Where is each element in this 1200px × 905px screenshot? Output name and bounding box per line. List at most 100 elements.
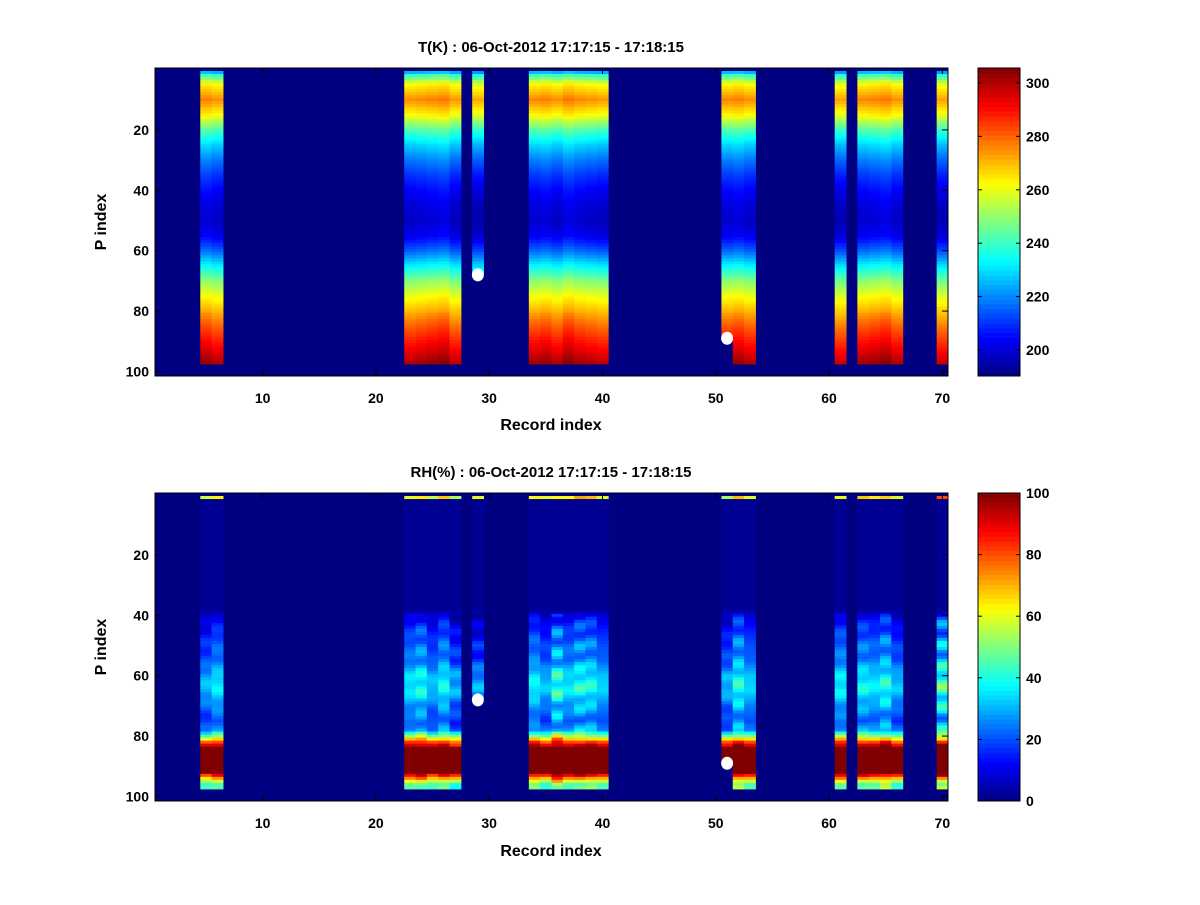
heatmap-cell [857, 309, 870, 314]
heatmap-cell [585, 206, 598, 211]
heatmap-cell [472, 119, 485, 123]
heatmap-cell [426, 610, 439, 615]
heatmap-cell [880, 125, 892, 129]
humidity-heatmap-panel: RH(%) : 06-Oct-2012 17:17:15 - 17:18:15 … [93, 464, 1050, 860]
heatmap-cell [404, 610, 417, 615]
heatmap-cell [211, 722, 224, 727]
heatmap-cell [438, 598, 451, 603]
heatmap-cell [585, 767, 598, 772]
heatmap-cell [211, 650, 224, 654]
heatmap-cell [211, 589, 224, 594]
heatmap-cell [744, 255, 756, 259]
heatmap-cell [936, 191, 949, 196]
heatmap-cell [200, 285, 213, 289]
heatmap-cell [540, 122, 552, 126]
heatmap-cell [891, 785, 904, 790]
heatmap-cell [472, 668, 485, 672]
heatmap-cell [404, 354, 417, 359]
heatmap-cell [880, 351, 892, 356]
heatmap-cell [528, 113, 541, 117]
heatmap-cell [857, 698, 870, 702]
heatmap-cell [891, 231, 904, 235]
heatmap-cell [472, 137, 485, 141]
heatmap-cell [562, 188, 575, 193]
heatmap-cell [415, 674, 428, 678]
heatmap-cell [211, 321, 224, 326]
heatmap-cell [211, 95, 224, 99]
heatmap-cell [540, 249, 552, 253]
heatmap-cell [472, 683, 485, 687]
heatmap-cell [732, 179, 745, 184]
heatmap-cell [834, 628, 847, 633]
heatmap-cell [732, 152, 745, 157]
heatmap-cell [936, 119, 949, 123]
heatmap-cell [528, 80, 541, 84]
heatmap-cell [562, 598, 575, 603]
heatmap-cell [868, 194, 881, 199]
heatmap-cell [562, 140, 575, 144]
heatmap-cell [721, 173, 734, 178]
heatmap-cell [596, 86, 609, 90]
heatmap-cell [540, 188, 552, 193]
heatmap-cell [868, 101, 881, 105]
heatmap-cell [721, 179, 734, 184]
heatmap-cell [857, 264, 870, 268]
x-axis-label: Record index [500, 417, 601, 434]
heatmap-cell [540, 222, 552, 226]
heatmap-cell [936, 752, 949, 757]
heatmap-cell [438, 770, 451, 775]
heatmap-cell [857, 131, 870, 135]
heatmap-cell [528, 595, 541, 600]
heatmap-cell [562, 228, 575, 232]
heatmap-cell [426, 161, 439, 166]
heatmap-cell [585, 740, 598, 745]
heatmap-cell [744, 505, 756, 509]
heatmap-cell [449, 601, 462, 606]
record-column-26 [438, 71, 451, 365]
heatmap-cell [574, 547, 586, 551]
heatmap-cell [732, 246, 745, 250]
heatmap-cell [596, 571, 609, 576]
heatmap-cell [415, 716, 428, 720]
colorbar-segment [978, 521, 1020, 528]
heatmap-cell [449, 252, 462, 256]
heatmap-cell [404, 502, 417, 506]
heatmap-cell [404, 143, 417, 148]
heatmap-cell [449, 695, 462, 699]
heatmap-cell [891, 559, 904, 563]
heatmap-cell [528, 559, 541, 563]
heatmap-cell [744, 170, 756, 175]
heatmap-cell [449, 182, 462, 187]
heatmap-cell [585, 291, 598, 295]
heatmap-cell [449, 659, 462, 663]
heatmap-cell [426, 674, 439, 678]
heatmap-cell [857, 785, 870, 790]
heatmap-cell [596, 544, 609, 548]
heatmap-cell [404, 309, 417, 314]
heatmap-cell [404, 544, 417, 548]
heatmap-cell [426, 288, 439, 292]
heatmap-cell [936, 312, 949, 317]
heatmap-cell [540, 662, 552, 666]
heatmap-cell [540, 128, 552, 132]
heatmap-cell [585, 713, 598, 717]
heatmap-cell [426, 680, 439, 684]
heatmap-cell [744, 267, 756, 271]
heatmap-cell [562, 339, 575, 344]
heatmap-cell [528, 74, 541, 78]
heatmap-cell [426, 517, 439, 521]
heatmap-cell [540, 601, 552, 606]
heatmap-cell [880, 315, 892, 320]
heatmap-cell [744, 312, 756, 317]
heatmap-cell [551, 176, 564, 181]
heatmap-cell [426, 568, 439, 573]
heatmap-cell [891, 234, 904, 238]
heatmap-cell [562, 743, 575, 748]
x-tick-label: 40 [595, 390, 611, 406]
heatmap-cell [585, 273, 598, 277]
heatmap-cell [415, 143, 428, 148]
heatmap-cell [596, 297, 609, 302]
heatmap-cell [472, 95, 485, 99]
heatmap-cell [528, 161, 541, 166]
colorbar-segment [978, 570, 1020, 576]
